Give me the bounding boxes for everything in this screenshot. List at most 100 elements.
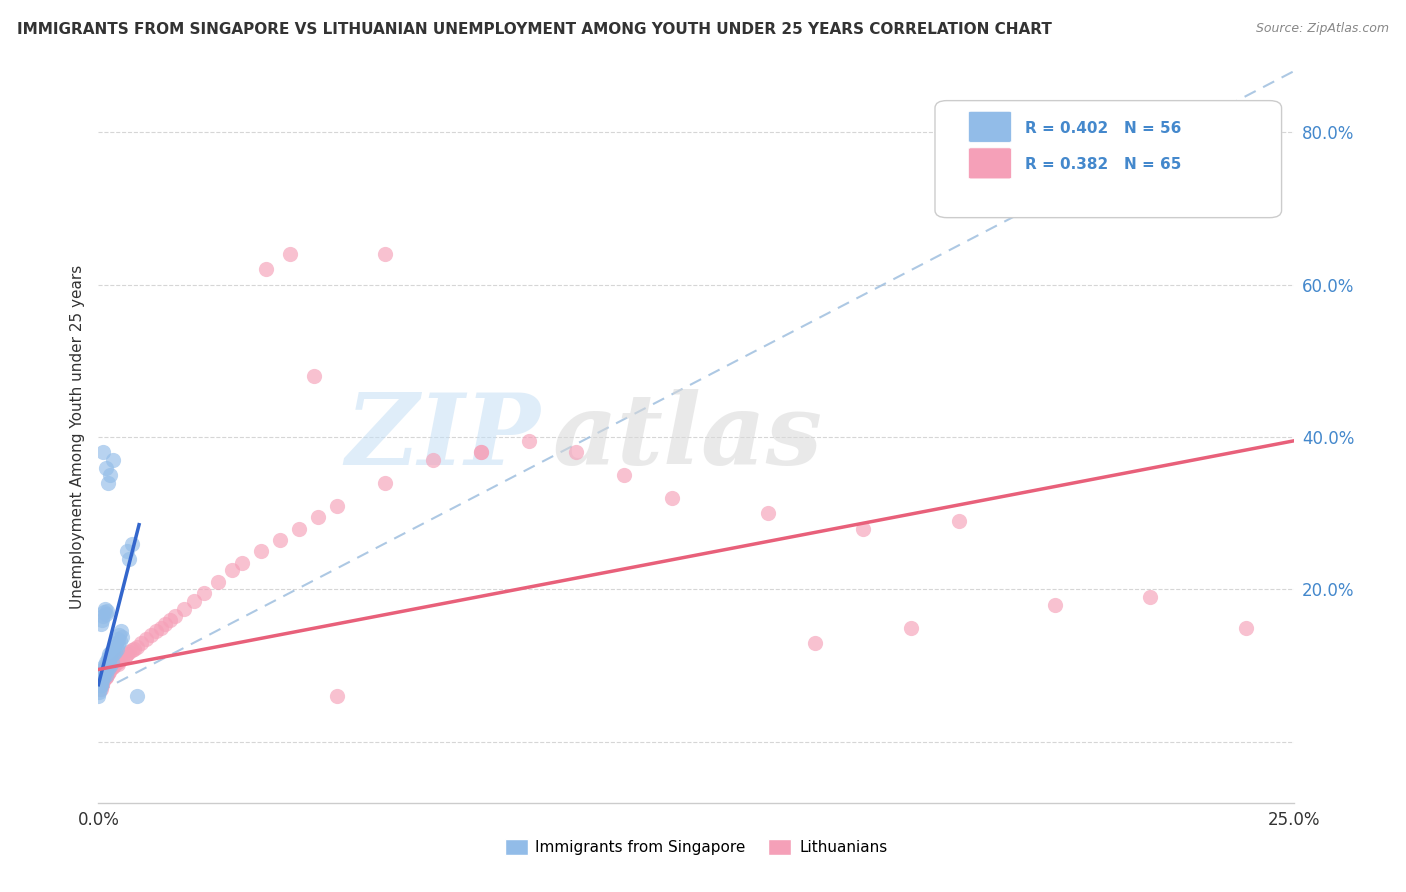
FancyBboxPatch shape [935, 101, 1282, 218]
Point [173, 601, 195, 615]
Point [94, 655, 117, 669]
Point [111, 630, 134, 644]
Point [565, 445, 588, 459]
Point [98, 658, 121, 673]
Point [108, 628, 131, 642]
Point [97, 665, 120, 679]
Point [93, 666, 115, 681]
Point [89, 685, 111, 699]
Point [159, 613, 181, 627]
Text: atlas: atlas [553, 389, 823, 485]
Point [105, 641, 128, 656]
Point [804, 636, 827, 650]
Point [422, 453, 444, 467]
Point [118, 552, 141, 566]
Point [94, 665, 117, 679]
Point [1043, 598, 1066, 612]
Point [98, 649, 122, 664]
Point [1139, 590, 1161, 604]
Point [90, 616, 112, 631]
Point [139, 628, 162, 642]
Point [107, 657, 129, 672]
Point [101, 655, 124, 669]
Point [110, 624, 132, 639]
Point [101, 453, 124, 467]
Point [125, 689, 148, 703]
Point [98, 468, 122, 483]
Point [107, 632, 129, 646]
Point [107, 637, 129, 651]
Point [145, 624, 167, 639]
Point [104, 645, 127, 659]
Point [231, 556, 253, 570]
Point [193, 586, 215, 600]
Point [97, 651, 120, 665]
Point [101, 660, 124, 674]
Point [288, 521, 311, 535]
Point [89, 681, 111, 696]
Point [91, 666, 114, 681]
Point [101, 660, 124, 674]
Point [121, 643, 143, 657]
Point [90, 678, 112, 692]
Point [250, 544, 273, 558]
Point [93, 673, 115, 687]
Point [91, 678, 114, 692]
Point [135, 632, 157, 646]
Point [94, 660, 117, 674]
Point [96, 660, 118, 674]
Text: IMMIGRANTS FROM SINGAPORE VS LITHUANIAN UNEMPLOYMENT AMONG YOUTH UNDER 25 YEARS : IMMIGRANTS FROM SINGAPORE VS LITHUANIAN … [17, 22, 1052, 37]
Point [517, 434, 540, 448]
Point [118, 645, 141, 659]
Point [326, 499, 349, 513]
Point [110, 634, 132, 648]
Point [124, 641, 146, 656]
Point [94, 607, 117, 621]
Point [90, 678, 112, 692]
Point [94, 670, 117, 684]
Point [269, 533, 291, 547]
Point [97, 475, 120, 490]
Point [94, 663, 117, 677]
Point [93, 658, 115, 673]
Point [104, 657, 127, 672]
Point [114, 649, 136, 664]
Point [91, 609, 114, 624]
Point [90, 613, 112, 627]
Point [307, 510, 329, 524]
Point [93, 605, 115, 619]
Point [115, 647, 138, 661]
Point [91, 670, 114, 684]
Point [115, 544, 138, 558]
Point [661, 491, 683, 505]
Point [149, 621, 172, 635]
Point [97, 665, 120, 679]
Point [97, 663, 120, 677]
Point [207, 574, 229, 589]
Point [302, 369, 325, 384]
Point [93, 601, 115, 615]
Point [96, 657, 118, 672]
Text: Source: ZipAtlas.com: Source: ZipAtlas.com [1256, 22, 1389, 36]
Text: R = 0.402   N = 56: R = 0.402 N = 56 [1025, 121, 1181, 136]
Point [96, 667, 118, 681]
Point [121, 537, 143, 551]
Point [278, 247, 301, 261]
Point [221, 563, 243, 577]
Point [108, 652, 131, 666]
Point [91, 445, 114, 459]
Point [470, 445, 492, 459]
Point [374, 247, 396, 261]
Point [91, 670, 114, 684]
Point [852, 521, 875, 535]
Point [254, 262, 277, 277]
Point [96, 604, 118, 618]
Point [94, 460, 117, 475]
Y-axis label: Unemployment Among Youth under 25 years: Unemployment Among Youth under 25 years [69, 265, 84, 609]
Point [163, 609, 186, 624]
Point [91, 663, 114, 677]
Point [103, 640, 125, 654]
Point [90, 681, 112, 696]
Point [470, 445, 492, 459]
Point [104, 636, 127, 650]
